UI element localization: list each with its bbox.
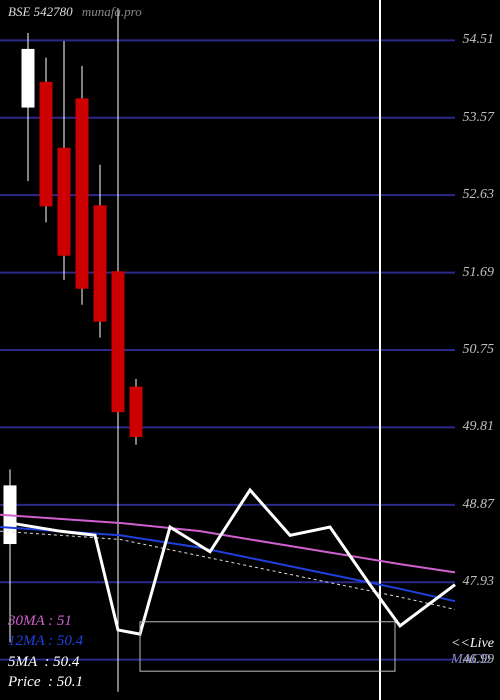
chart-header: BSE 542780 munafa.pro <box>8 4 142 20</box>
y-tick-label: 47.93 <box>463 574 495 590</box>
ma12-label: 12MA : 50.4 <box>8 631 83 651</box>
macd-text: MACD <box>451 652 494 668</box>
y-tick-label: 54.51 <box>463 32 495 48</box>
y-tick-label: 48.87 <box>463 497 495 513</box>
live-label: <<Live <box>451 636 494 651</box>
y-tick-label: 50.75 <box>463 342 495 358</box>
y-tick-label: 49.81 <box>463 419 495 435</box>
macd-label: <<Live MACD <box>451 636 494 668</box>
y-tick-label: 51.69 <box>463 265 495 281</box>
ma-readout: 30MA : 51 12MA : 50.4 5MA : 50.4 Price :… <box>8 611 83 692</box>
y-tick-label: 53.57 <box>463 110 495 126</box>
ticker-label: BSE 542780 <box>8 4 73 19</box>
ma5-label: 5MA : 50.4 <box>8 652 83 672</box>
y-tick-label: 52.63 <box>463 187 495 203</box>
chart-canvas <box>0 0 500 700</box>
price-label: Price : 50.1 <box>8 672 83 692</box>
stock-chart: BSE 542780 munafa.pro 54.51 53.57 52.63 51.… <box>0 0 500 700</box>
ma30-label: 30MA : 51 <box>8 611 83 631</box>
site-label: munafa.pro <box>82 4 142 19</box>
